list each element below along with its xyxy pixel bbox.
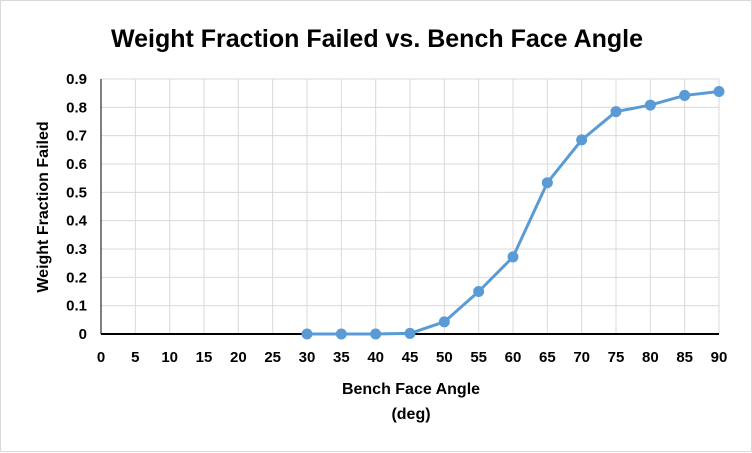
y-tick-label: 0.8 [66,99,87,116]
series [301,85,725,340]
x-tick-label: 15 [196,349,213,366]
data-point [370,328,382,340]
x-axis-title-line2: (deg) [391,406,430,423]
x-tick-label: 50 [436,349,453,366]
x-tick-label: 5 [131,349,139,366]
y-tick-label: 0.3 [66,241,87,258]
x-axis-title-line1: Bench Face Angle [342,381,480,398]
data-point [507,251,519,263]
x-tick-label: 30 [299,349,316,366]
x-tick-label: 25 [264,349,281,366]
data-point [541,177,553,189]
x-tick-label: 80 [642,349,659,366]
data-point [610,106,622,118]
data-point [335,328,347,340]
y-tick-label: 0.6 [66,156,87,173]
data-point [576,134,588,146]
x-tick-label: 40 [367,349,384,366]
y-axis-title: Weight Fraction Failed [35,121,52,292]
y-tick-label: 0.9 [66,71,87,88]
x-tick-label: 85 [676,349,693,366]
x-tick-label: 60 [505,349,522,366]
data-point [438,316,450,328]
x-tick-label: 90 [711,349,728,366]
x-tick-label: 45 [402,349,419,366]
grid [101,78,720,334]
x-tick-label: 10 [161,349,178,366]
y-tick-label: 0 [79,326,87,343]
data-point [679,89,691,101]
x-tick-label: 75 [608,349,625,366]
x-tick-label: 20 [230,349,247,366]
data-point [404,327,416,339]
x-tick-label: 65 [539,349,556,366]
data-point [713,85,725,97]
x-tick-labels: 0 5 10 15 20 25 30 35 40 45 50 55 60 65 70 75 80 85 90 [97,349,728,366]
x-tick-label: 0 [97,349,105,366]
chart-title: Weight Fraction Failed vs. Bench Face An… [111,25,643,53]
data-point [301,328,313,340]
y-tick-labels: 0 0.1 0.2 0.3 0.4 0.5 0.6 0.7 0.8 0.9 [66,71,88,343]
data-point [644,99,656,111]
y-tick-label: 0.4 [66,213,88,230]
y-tick-label: 0.7 [66,128,87,145]
data-point [473,286,485,297]
y-tick-label: 0.5 [66,184,87,201]
y-tick-label: 0.1 [66,298,87,315]
y-tick-label: 0.2 [66,269,87,286]
x-tick-label: 55 [470,349,487,366]
x-tick-label: 70 [573,349,590,366]
x-tick-label: 35 [333,349,350,366]
